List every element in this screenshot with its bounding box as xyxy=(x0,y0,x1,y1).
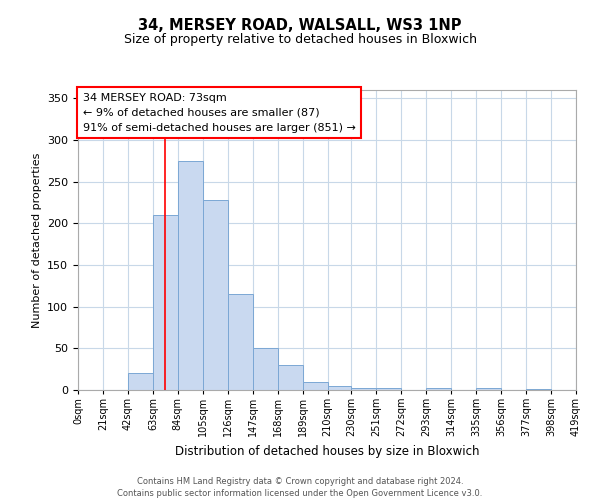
Bar xyxy=(352,388,376,390)
Bar xyxy=(253,348,278,390)
Bar xyxy=(526,389,551,390)
X-axis label: Distribution of detached houses by size in Bloxwich: Distribution of detached houses by size … xyxy=(175,445,479,458)
Bar xyxy=(153,215,178,390)
Bar xyxy=(376,388,401,390)
Bar xyxy=(178,161,203,390)
Bar xyxy=(278,365,302,390)
Bar xyxy=(128,374,153,390)
Text: 34, MERSEY ROAD, WALSALL, WS3 1NP: 34, MERSEY ROAD, WALSALL, WS3 1NP xyxy=(138,18,462,32)
Bar xyxy=(476,388,501,390)
Text: Contains public sector information licensed under the Open Government Licence v3: Contains public sector information licen… xyxy=(118,489,482,498)
Bar xyxy=(203,200,228,390)
Bar xyxy=(302,382,328,390)
Text: Contains HM Land Registry data © Crown copyright and database right 2024.: Contains HM Land Registry data © Crown c… xyxy=(137,478,463,486)
Bar xyxy=(426,388,451,390)
Text: Size of property relative to detached houses in Bloxwich: Size of property relative to detached ho… xyxy=(124,32,476,46)
Bar xyxy=(328,386,352,390)
Bar xyxy=(228,294,253,390)
Y-axis label: Number of detached properties: Number of detached properties xyxy=(32,152,41,328)
Text: 34 MERSEY ROAD: 73sqm
← 9% of detached houses are smaller (87)
91% of semi-detac: 34 MERSEY ROAD: 73sqm ← 9% of detached h… xyxy=(83,93,356,132)
